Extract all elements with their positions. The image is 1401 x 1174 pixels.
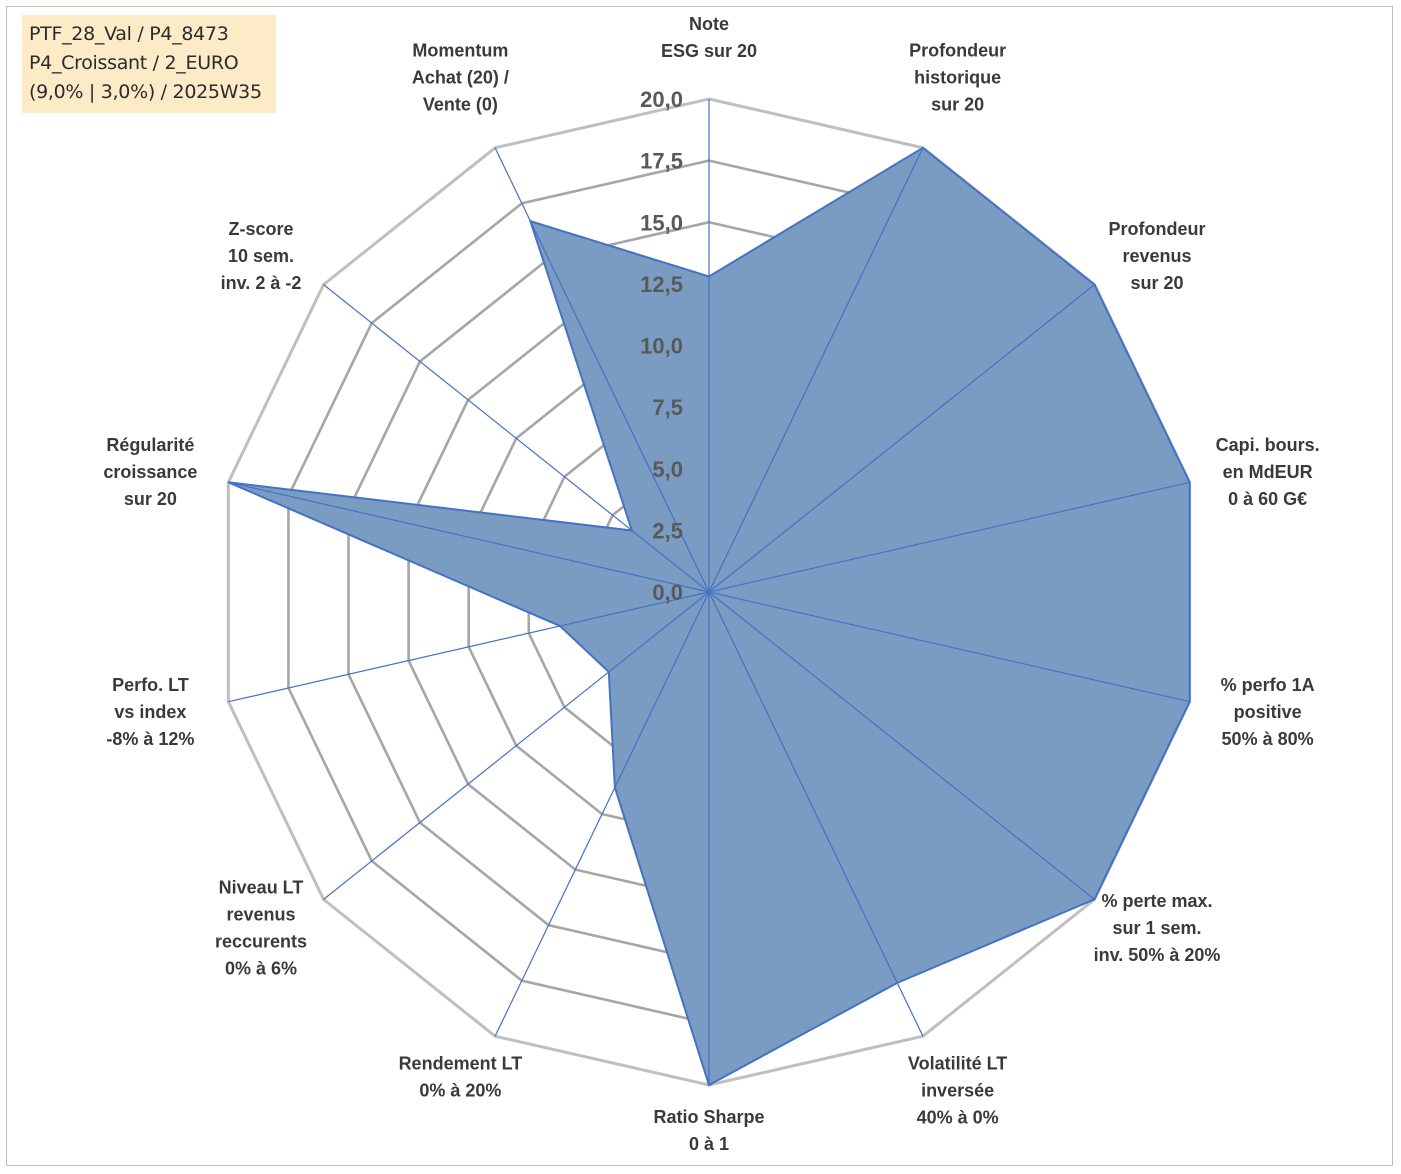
axis-spoke-13 [494, 147, 710, 593]
tick-label: 7,5 [652, 395, 683, 420]
category-label-line: sur 20 [931, 94, 984, 114]
category-label-line: -8% à 12% [106, 729, 194, 749]
category-label-line: en MdEUR [1223, 462, 1313, 482]
category-label-line: Vente (0) [423, 94, 498, 114]
category-label-11: Régularité croissance sur 20 [103, 435, 197, 509]
axis-spoke-9 [323, 591, 710, 900]
category-label-12: Z-score 10 sem. inv. 2 à -2 [221, 219, 302, 293]
category-label-line: 50% à 80% [1222, 729, 1314, 749]
axis-spoke-11 [228, 481, 710, 593]
category-label-line: 0 à 60 G€ [1228, 489, 1307, 509]
category-label-0: Note ESG sur 20 [661, 14, 757, 61]
info-line-2: P4_Croissant / 2_EURO [29, 52, 239, 74]
axis-spoke-8 [494, 591, 710, 1037]
radial-tick-labels: 0,0 2,5 5,0 7,5 10,0 12,5 15,0 17,5 20,0 [640, 87, 683, 605]
category-label-line: positive [1234, 702, 1302, 722]
category-label-line: inv. 2 à -2 [221, 273, 302, 293]
category-label-line: Ratio Sharpe [653, 1107, 764, 1127]
category-labels: Note ESG sur 20 Profondeur historique sur 20… [103, 14, 1319, 1154]
category-label-line: Profondeur [909, 40, 1006, 60]
category-label-4: % perfo 1A positive 50% à 80% [1221, 675, 1315, 749]
category-label-line: sur 20 [124, 489, 177, 509]
category-label-line: revenus [1122, 246, 1191, 266]
category-label-line: revenus [226, 905, 295, 925]
category-label-3: Capi. bours. en MdEUR 0 à 60 G€ [1216, 435, 1320, 509]
category-label-6: Volatilité LT inversée 40% à 0% [908, 1054, 1007, 1128]
category-label-line: 0% à 20% [419, 1081, 501, 1101]
category-label-line: ESG sur 20 [661, 41, 757, 61]
axis-spoke-6 [708, 591, 924, 1037]
category-label-line: Régularité [106, 435, 194, 455]
category-label-7: Ratio Sharpe 0 à 1 [653, 1107, 764, 1154]
category-label-line: Capi. bours. [1216, 435, 1320, 455]
category-label-line: reccurents [215, 932, 307, 952]
tick-label: 10,0 [640, 334, 683, 359]
portfolio-info-box: PTF_28_Val / P4_8473 P4_Croissant / 2_EU… [22, 15, 276, 113]
category-label-line: Profondeur [1109, 219, 1206, 239]
axis-spoke-1 [708, 147, 924, 593]
info-line-3: (9,0% | 3,0%) / 2025W35 [29, 81, 262, 103]
category-label-line: % perte max. [1101, 891, 1212, 911]
category-label-10: Perfo. LT vs index -8% à 12% [106, 675, 194, 749]
category-label-line: % perfo 1A [1221, 675, 1315, 695]
axis-spoke-4 [708, 591, 1190, 703]
category-label-line: Z-score [228, 219, 293, 239]
info-line-1: PTF_28_Val / P4_8473 [29, 23, 229, 45]
category-label-2: Profondeur revenus sur 20 [1109, 219, 1206, 293]
tick-label: 17,5 [640, 149, 683, 174]
category-label-line: Note [689, 14, 729, 34]
tick-label: 20,0 [640, 87, 683, 112]
category-label-line: Volatilité LT [908, 1054, 1007, 1074]
category-label-line: Momentum [412, 40, 508, 60]
axis-spoke-2 [708, 284, 1095, 593]
axis-spoke-5 [708, 591, 1095, 900]
axis-spoke-3 [708, 481, 1190, 593]
category-label-13: Momentum Achat (20) / Vente (0) [412, 40, 509, 114]
tick-label: 0,0 [652, 580, 683, 605]
tick-label: 2,5 [652, 518, 683, 543]
category-label-line: 10 sem. [228, 246, 294, 266]
category-label-line: inversée [921, 1081, 994, 1101]
category-label-1: Profondeur historique sur 20 [909, 40, 1006, 114]
tick-label: 12,5 [640, 272, 683, 297]
tick-label: 5,0 [652, 457, 683, 482]
category-label-line: croissance [103, 462, 197, 482]
tick-label: 15,0 [640, 210, 683, 235]
axis-spoke-12 [323, 284, 710, 593]
category-label-line: Perfo. LT [112, 675, 189, 695]
category-label-line: 0% à 6% [225, 959, 297, 979]
category-label-line: Niveau LT [219, 878, 304, 898]
category-label-line: sur 20 [1130, 273, 1183, 293]
category-label-5: % perte max. sur 1 sem. inv. 50% à 20% [1094, 891, 1221, 965]
category-label-line: historique [914, 67, 1001, 87]
category-label-line: vs index [114, 702, 186, 722]
category-label-line: 0 à 1 [689, 1134, 729, 1154]
category-label-line: Rendement LT [399, 1054, 523, 1074]
radar-spokes [228, 99, 1190, 1085]
category-label-line: Achat (20) / [412, 67, 509, 87]
category-label-8: Rendement LT 0% à 20% [399, 1054, 523, 1101]
category-label-line: 40% à 0% [917, 1108, 999, 1128]
axis-spoke-10 [228, 591, 710, 703]
category-label-9: Niveau LT revenus reccurents 0% à 6% [215, 878, 307, 979]
category-label-line: inv. 50% à 20% [1094, 945, 1221, 965]
category-label-line: sur 1 sem. [1112, 918, 1201, 938]
